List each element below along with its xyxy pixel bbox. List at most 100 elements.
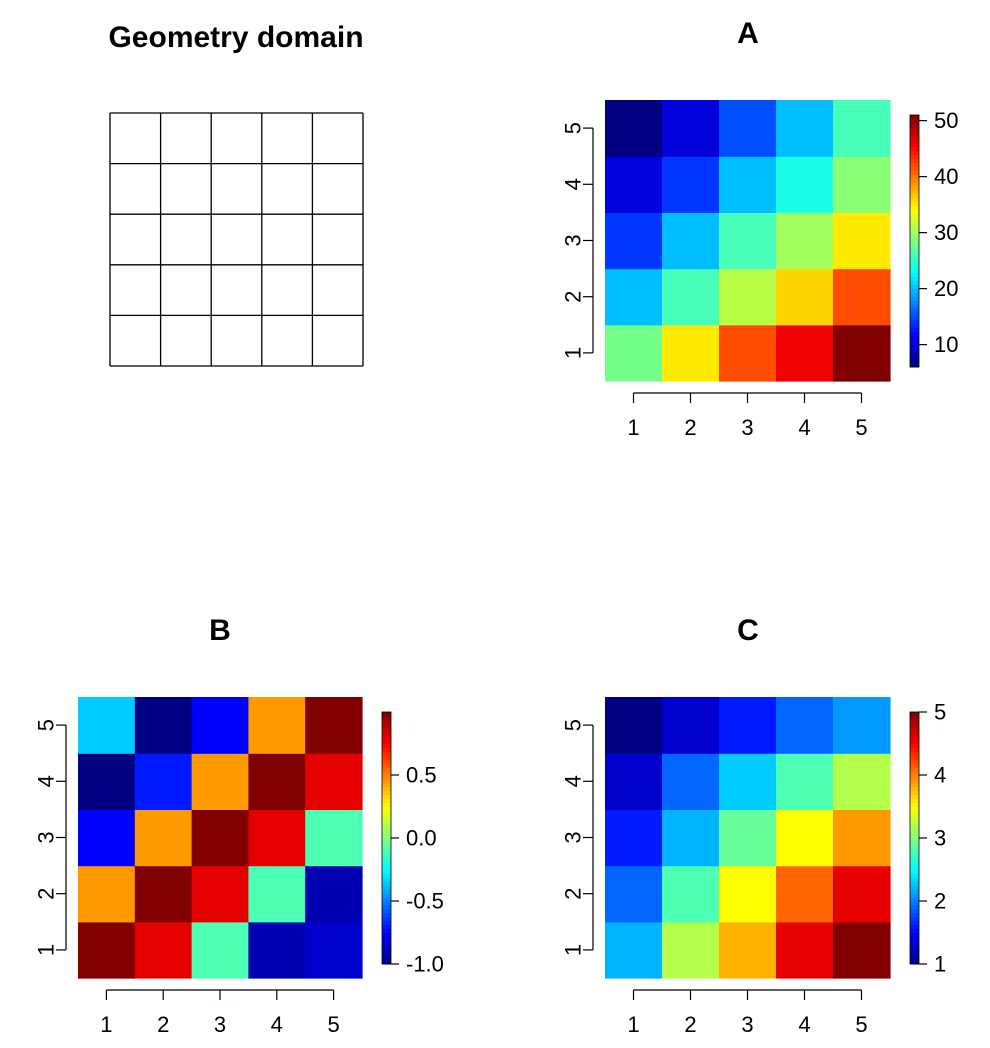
legend-swatch — [910, 889, 919, 894]
legend-swatch — [382, 956, 391, 961]
legend-swatch — [382, 893, 391, 898]
heatmap-b-cell — [134, 809, 193, 867]
y-tick-label: 3 — [561, 234, 586, 246]
legend-swatch — [910, 751, 919, 756]
legend-swatch — [382, 885, 391, 890]
legend-swatch — [382, 715, 391, 721]
legend-swatch — [382, 948, 391, 953]
heatmap-b-cell — [248, 697, 306, 754]
legend-swatch — [382, 782, 391, 788]
legend-swatch — [910, 260, 919, 266]
legend-swatch — [910, 826, 919, 831]
legend-swatch — [910, 901, 919, 906]
legend-swatch — [382, 826, 391, 831]
legend-swatch — [910, 256, 919, 262]
heatmap-a-cell — [833, 268, 891, 326]
legend-swatch — [910, 122, 919, 128]
heatmap-b-cell — [305, 753, 363, 810]
heatmap-c-cell — [833, 753, 891, 810]
legend-swatch — [382, 841, 391, 847]
legend-swatch — [910, 162, 919, 167]
legend-swatch — [910, 205, 919, 210]
heatmap-b-cell — [191, 865, 249, 923]
legend-swatch — [382, 767, 391, 772]
heatmap-a-cell — [605, 100, 663, 157]
geometry-grid — [109, 112, 364, 367]
heatmap-a-axes: 1 2 3 4 5 1 2 3 4 5 — [561, 122, 868, 440]
heatmap-a-cell — [605, 324, 663, 382]
legend-tick-label: -1.0 — [406, 952, 444, 977]
legend-swatch — [910, 822, 919, 827]
y-tick-label: 5 — [561, 719, 586, 731]
legend-swatch — [382, 944, 391, 949]
legend-swatch — [910, 814, 919, 819]
y-tick-label: 2 — [561, 888, 586, 900]
legend-swatch — [910, 873, 919, 878]
legend-swatch — [382, 794, 391, 800]
legend-swatch — [910, 845, 919, 851]
heatmap-a-legend: 10 20 30 40 50 — [909, 108, 958, 368]
heatmap-c-cell — [776, 865, 834, 923]
legend-swatch — [910, 928, 919, 933]
legend-frame — [909, 114, 920, 368]
legend-swatch — [910, 225, 919, 230]
legend-swatch — [910, 916, 919, 922]
heatmap-c-cell — [776, 921, 834, 979]
legend-tick-label: 30 — [934, 220, 958, 245]
legend-swatch — [910, 319, 919, 325]
legend-swatch — [910, 940, 919, 945]
legend-swatch — [382, 775, 391, 780]
heatmap-c-cell — [605, 753, 663, 810]
heatmap-a-cell — [776, 100, 834, 157]
legend-swatch — [910, 154, 919, 159]
legend-swatch — [910, 178, 919, 183]
legend-swatch — [382, 877, 391, 882]
legend-swatch — [382, 912, 391, 918]
heatmap-a-cell — [605, 268, 663, 326]
legend-swatch — [910, 790, 919, 796]
legend-swatch — [910, 893, 919, 898]
legend-tick-label: 3 — [934, 826, 946, 851]
heatmap-c-cell — [719, 697, 777, 754]
heatmap-a-cells — [605, 100, 891, 382]
heatmap-b-cell — [191, 809, 249, 867]
legend-swatch — [910, 912, 919, 918]
heatmap-b-cell — [305, 921, 363, 979]
legend-swatch — [910, 126, 919, 132]
legend-swatch — [382, 873, 391, 878]
legend-swatch — [910, 343, 919, 348]
heatmap-c-cell — [833, 697, 891, 754]
legend-swatch — [910, 300, 919, 305]
heatmap-b-cell — [191, 697, 249, 754]
legend-swatch — [910, 237, 919, 242]
heatmap-b-cell — [248, 921, 306, 979]
legend-swatch — [382, 712, 391, 717]
heatmap-c-cell — [719, 921, 777, 979]
legend-swatch — [382, 920, 391, 926]
legend-swatch — [910, 264, 919, 270]
legend-swatch — [910, 181, 919, 187]
legend-swatch — [910, 296, 919, 301]
legend-swatch — [910, 908, 919, 914]
legend-swatch — [382, 751, 391, 756]
x-tick-label: 4 — [798, 415, 810, 440]
legend-swatch — [910, 217, 919, 222]
legend-swatch — [910, 861, 919, 867]
heatmap-c-cell — [605, 697, 663, 754]
legend-swatch — [910, 335, 919, 340]
legend-swatch — [382, 834, 391, 839]
legend-swatch — [910, 327, 919, 333]
legend-swatch — [382, 881, 391, 886]
title-b: B — [209, 614, 231, 647]
legend-swatch — [382, 916, 391, 922]
legend-swatch — [910, 351, 919, 356]
legend-swatch — [910, 138, 919, 144]
legend-swatch — [910, 771, 919, 776]
legend-swatch — [910, 885, 919, 890]
legend-swatch — [382, 814, 391, 819]
legend-swatch — [910, 244, 919, 250]
legend-swatch — [910, 221, 919, 226]
legend-swatch — [382, 747, 391, 752]
x-tick-label: 1 — [627, 1012, 639, 1037]
legend-swatch — [910, 272, 919, 277]
